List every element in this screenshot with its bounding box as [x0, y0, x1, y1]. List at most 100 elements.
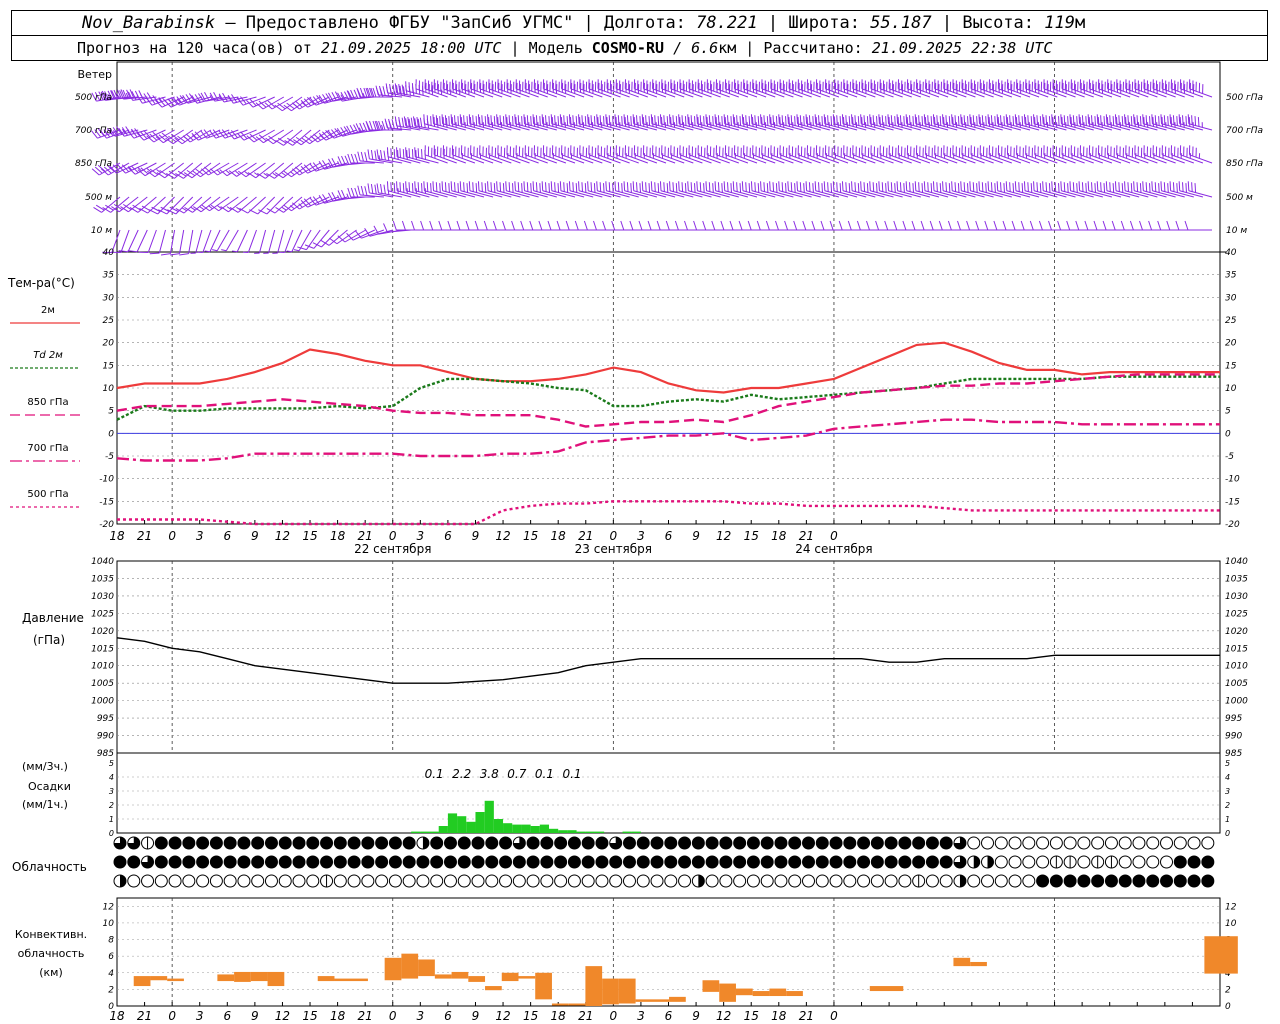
- wind-barb-shaft: [669, 123, 694, 131]
- wind-barb-flag: [403, 116, 407, 126]
- wind-barb-flag: [502, 183, 505, 193]
- precip-bar: [539, 824, 550, 833]
- wind-barb-shaft: [116, 162, 139, 174]
- wind-barb-flag: [1105, 181, 1108, 191]
- wind-barb-flag: [126, 89, 131, 99]
- wind-barb-shaft: [452, 154, 476, 164]
- wind-barb-shaft: [1189, 88, 1213, 98]
- wind-barb-flag: [665, 220, 670, 231]
- time-tick-label: 9: [692, 1009, 700, 1023]
- wind-barb-shaft: [806, 123, 830, 131]
- wind-barb-flag: [331, 91, 337, 101]
- wind-barb-shaft: [861, 123, 885, 131]
- time-tick-label: 9: [472, 529, 480, 543]
- wind-barb-shaft: [1033, 190, 1058, 198]
- wind-barb-flag: [169, 206, 179, 212]
- wind-barb-shaft: [697, 154, 721, 164]
- conv-bar: [234, 971, 251, 982]
- wind-barb-flag: [830, 183, 833, 193]
- wind-barb-flag: [656, 220, 661, 231]
- wind-barb-flag: [322, 94, 329, 103]
- wind-barb-shaft: [1152, 154, 1176, 164]
- wind-barb-flag: [778, 114, 780, 124]
- temp-series-1: [116, 375, 1220, 421]
- wind-barb-shaft: [1161, 154, 1185, 164]
- wind-barb-flag: [100, 130, 107, 139]
- wind-barb-flag: [1120, 220, 1125, 231]
- wind-barb-flag: [353, 89, 359, 99]
- wind-barb-flag: [557, 116, 560, 126]
- wind-barb-flag: [524, 117, 527, 127]
- wind-barb-flag: [341, 155, 346, 165]
- wind-barb-shaft: [396, 92, 421, 98]
- wind-level-left: 500 гПа: [75, 93, 112, 103]
- wind-barb-flag: [541, 114, 544, 124]
- wind-barb-shaft: [706, 88, 730, 98]
- wind-barb-flag: [550, 181, 553, 191]
- wind-barb-shaft: [277, 229, 285, 254]
- wind-barb-flag: [1100, 115, 1102, 125]
- wind-barb-flag: [297, 246, 307, 251]
- wind-barb-shaft: [588, 88, 612, 98]
- wind-barb-flag: [785, 183, 787, 193]
- conv-bar: [150, 976, 168, 981]
- temp-tick-right: 20: [1225, 339, 1237, 349]
- wind-barb-flag: [851, 181, 853, 191]
- wind-barb-flag: [246, 99, 254, 108]
- wind-barb-shaft: [579, 154, 603, 164]
- wind-barb-shaft: [861, 154, 885, 164]
- wind-barb-flag: [766, 116, 769, 126]
- wind-barb-shaft: [897, 123, 921, 131]
- wind-barb-flag: [1048, 116, 1051, 126]
- wind-barb-shaft: [209, 196, 230, 212]
- wind-barb-shaft: [470, 154, 494, 164]
- wind-barb-flag: [856, 220, 861, 231]
- wind-barb-shaft: [1125, 154, 1149, 164]
- conv-tick-right: 2: [1225, 985, 1231, 995]
- wind-title: Ветер: [78, 68, 112, 81]
- wind-barb-flag: [493, 183, 496, 193]
- wind-barb-flag: [1114, 114, 1117, 124]
- wind-barb-flag: [554, 115, 556, 125]
- wind-barb-flag: [821, 116, 823, 126]
- temp-title: Тем-ра(°С): [7, 276, 75, 290]
- wind-barb-shaft: [164, 162, 185, 179]
- wind-barb-shaft: [933, 190, 958, 198]
- wind-barb-shaft: [110, 196, 130, 213]
- wind-barb-shaft: [488, 154, 512, 164]
- wind-barb-flag: [793, 220, 798, 231]
- wind-barb-flag: [866, 220, 870, 231]
- wind-barb-flag: [681, 182, 684, 192]
- wind-barb-flag: [654, 182, 656, 192]
- wind-barb-flag: [915, 117, 918, 127]
- wind-barb-flag: [113, 203, 123, 211]
- precip-bar: [530, 826, 540, 833]
- wind-barb-flag: [885, 116, 887, 126]
- cloud-fill: [706, 837, 719, 849]
- wind-barb-flag: [168, 135, 177, 143]
- wind-barb-flag: [815, 117, 818, 127]
- pressure-tick-right: 1040: [1225, 557, 1248, 567]
- wind-barb-shaft: [807, 88, 830, 98]
- wind-barb-flag: [942, 181, 944, 191]
- wind-barb-flag: [411, 183, 414, 193]
- wind-barb-flag: [596, 114, 598, 124]
- wind-barb-flag: [303, 164, 312, 173]
- wind-barb-flag: [158, 209, 167, 215]
- cloud-symbol: [1022, 874, 1036, 888]
- conv-bar: [635, 999, 670, 1002]
- wind-barb-flag: [1029, 220, 1034, 231]
- wind-barb-flag: [106, 128, 114, 137]
- wind-barb-flag: [255, 136, 264, 144]
- wind-barb-flag: [415, 150, 417, 160]
- wind-barb-flag: [320, 240, 330, 246]
- wind-barb-flag: [463, 115, 465, 125]
- wind-barb-flag: [929, 220, 934, 231]
- time-tick-label: 0: [610, 529, 618, 543]
- wind-barb-flag: [219, 169, 228, 177]
- wind-barb-shaft: [560, 123, 585, 131]
- wind-barb-flag: [1088, 117, 1091, 127]
- wind-barb-flag: [378, 120, 383, 131]
- wind-barb-flag: [301, 137, 310, 145]
- time-tick-label: 18: [771, 529, 787, 543]
